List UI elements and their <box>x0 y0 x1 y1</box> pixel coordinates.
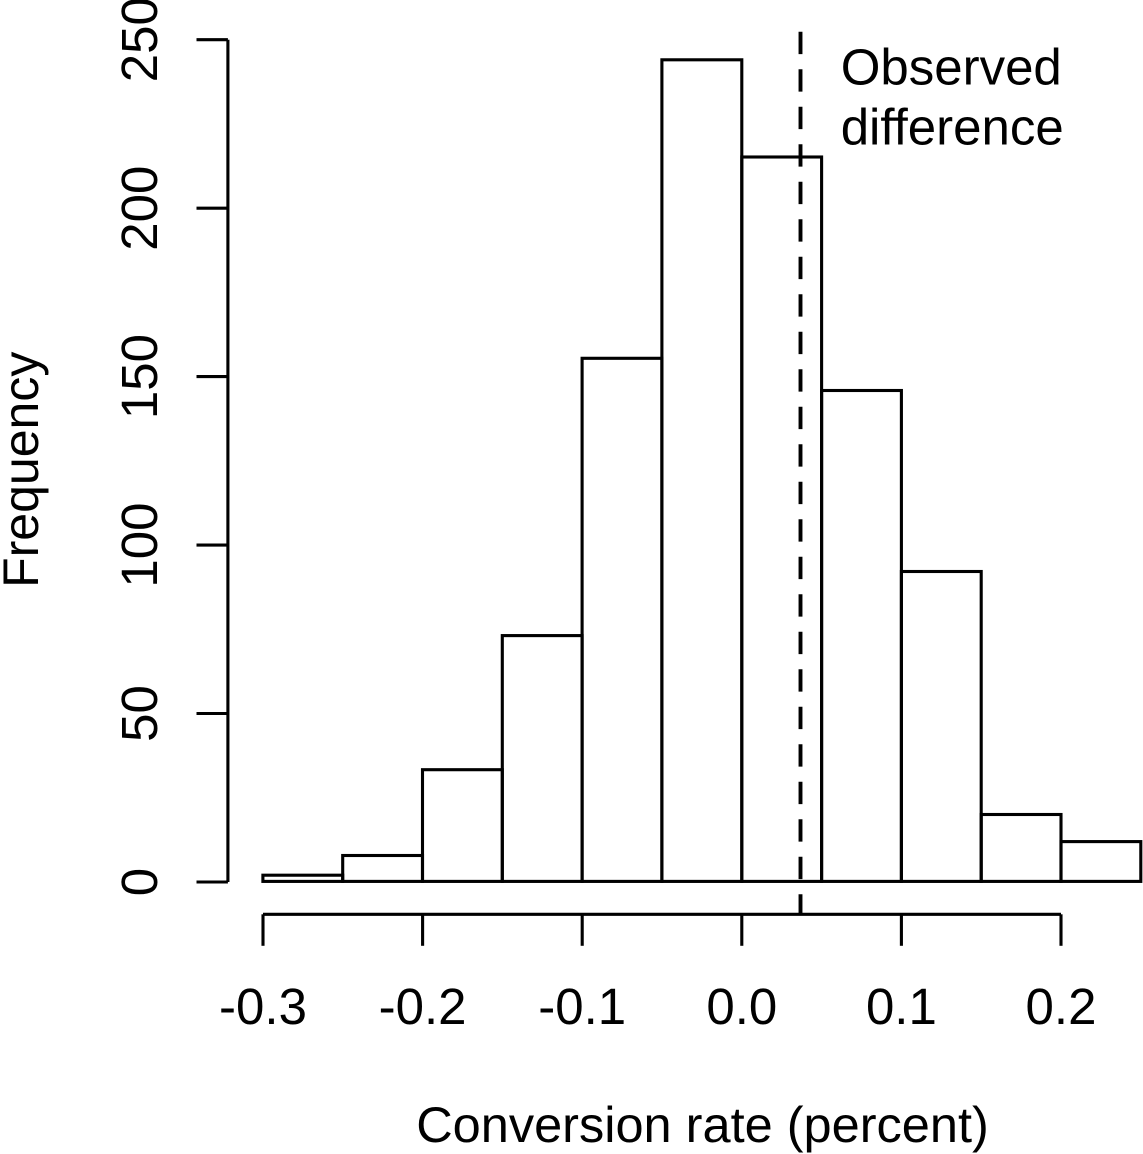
svg-text:250: 250 <box>111 0 168 82</box>
svg-text:-0.1: -0.1 <box>538 978 626 1035</box>
svg-text:0.2: 0.2 <box>1026 978 1097 1035</box>
svg-text:Frequency: Frequency <box>0 352 49 588</box>
svg-text:-0.2: -0.2 <box>379 978 467 1035</box>
svg-text:-0.3: -0.3 <box>219 978 307 1035</box>
svg-text:Observed: Observed <box>841 39 1062 96</box>
svg-text:50: 50 <box>111 685 168 742</box>
svg-text:0.0: 0.0 <box>706 978 777 1035</box>
svg-text:150: 150 <box>111 334 168 419</box>
svg-text:Conversion rate (percent): Conversion rate (percent) <box>416 1096 989 1153</box>
svg-text:0.1: 0.1 <box>866 978 937 1035</box>
svg-text:0: 0 <box>111 868 168 896</box>
svg-text:200: 200 <box>111 166 168 251</box>
svg-text:100: 100 <box>111 503 168 588</box>
svg-text:difference: difference <box>841 99 1064 156</box>
